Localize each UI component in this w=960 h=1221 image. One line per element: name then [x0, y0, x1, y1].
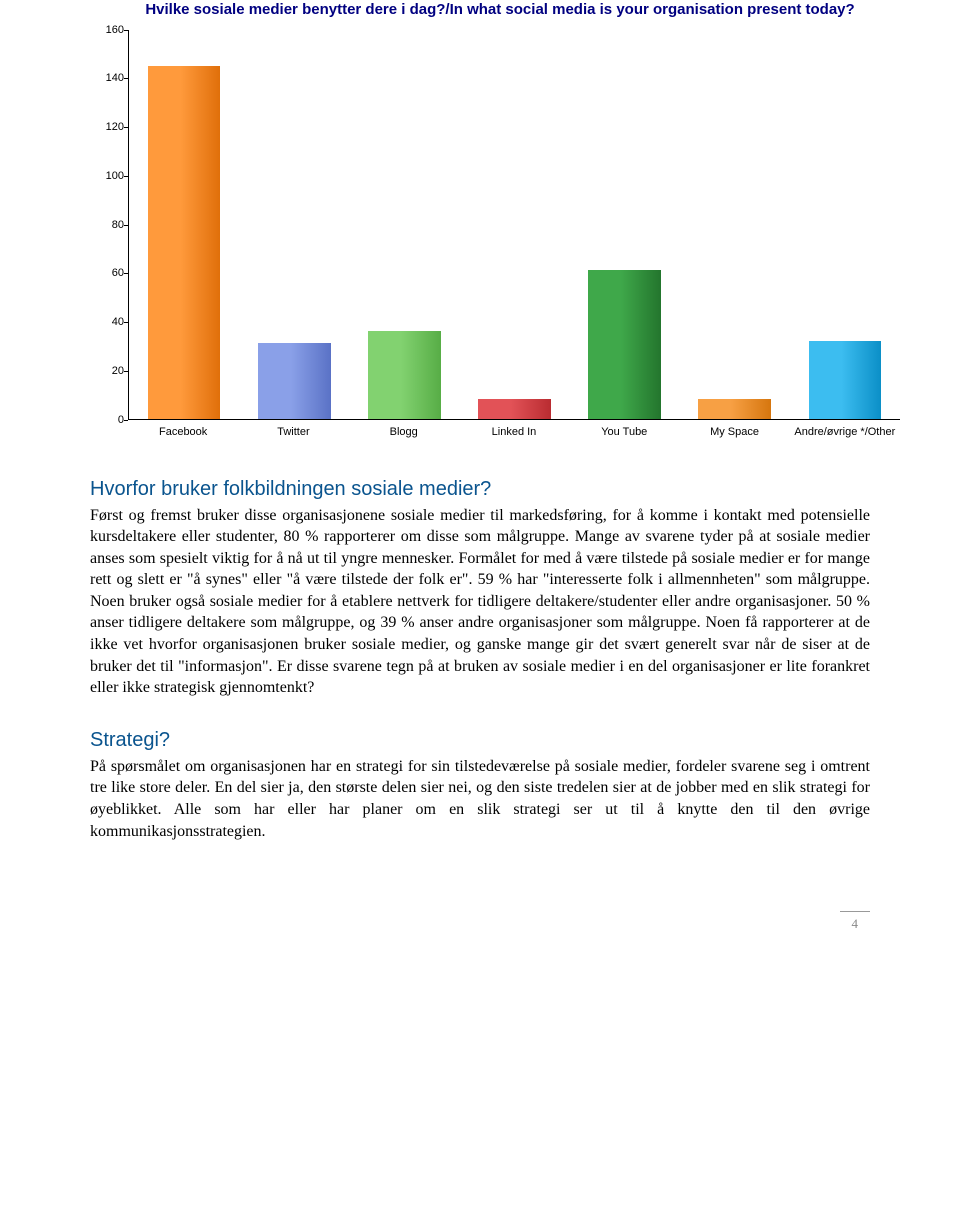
bar-slot: [570, 30, 680, 419]
y-tick-label: 20: [96, 365, 124, 377]
x-tick-label: My Space: [679, 426, 789, 438]
y-tick-label: 40: [96, 316, 124, 328]
chart-plot: 020406080100120140160: [128, 30, 900, 420]
page-footer: 4: [90, 902, 870, 932]
x-tick-label: Andre/øvrige */Other: [790, 426, 900, 438]
x-tick-label: Blogg: [349, 426, 459, 438]
bar-slot: [239, 30, 349, 419]
bar: [258, 343, 331, 418]
section-heading-strategy: Strategi?: [90, 729, 870, 752]
y-axis: 020406080100120140160: [98, 30, 126, 420]
section-body-strategy: På spørsmålet om organisasjonen har en s…: [90, 756, 870, 842]
bar-slot: [459, 30, 569, 419]
x-tick-label: Facebook: [128, 426, 238, 438]
section-heading-why: Hvorfor bruker folkbildningen sosiale me…: [90, 478, 870, 501]
bars-group: [129, 30, 900, 419]
bar: [809, 341, 882, 419]
y-tick-label: 0: [96, 414, 124, 426]
y-tick-label: 80: [96, 219, 124, 231]
bar: [588, 270, 661, 418]
bar: [478, 399, 551, 418]
bar: [368, 331, 441, 419]
bar-slot: [790, 30, 900, 419]
section-body-why: Først og fremst bruker disse organisasjo…: [90, 505, 870, 699]
x-tick-label: Linked In: [459, 426, 569, 438]
y-tick-label: 100: [96, 170, 124, 182]
page-number: 4: [840, 911, 871, 932]
bar-slot: [349, 30, 459, 419]
document-body: Hvorfor bruker folkbildningen sosiale me…: [0, 478, 960, 843]
y-tick-label: 160: [96, 24, 124, 36]
y-tick-label: 60: [96, 267, 124, 279]
x-tick-label: You Tube: [569, 426, 679, 438]
chart-container: Hvilke sosiale medier benytter dere i da…: [0, 0, 960, 438]
x-axis-labels: FacebookTwitterBloggLinked InYou TubeMy …: [128, 426, 900, 438]
x-tick-label: Twitter: [238, 426, 348, 438]
y-tick-label: 120: [96, 121, 124, 133]
chart-title: Hvilke sosiale medier benytter dere i da…: [100, 0, 900, 20]
y-tick-label: 140: [96, 72, 124, 84]
plot-area: [128, 30, 900, 420]
bar: [148, 66, 221, 419]
bar-slot: [680, 30, 790, 419]
bar-slot: [129, 30, 239, 419]
bar: [698, 399, 771, 418]
